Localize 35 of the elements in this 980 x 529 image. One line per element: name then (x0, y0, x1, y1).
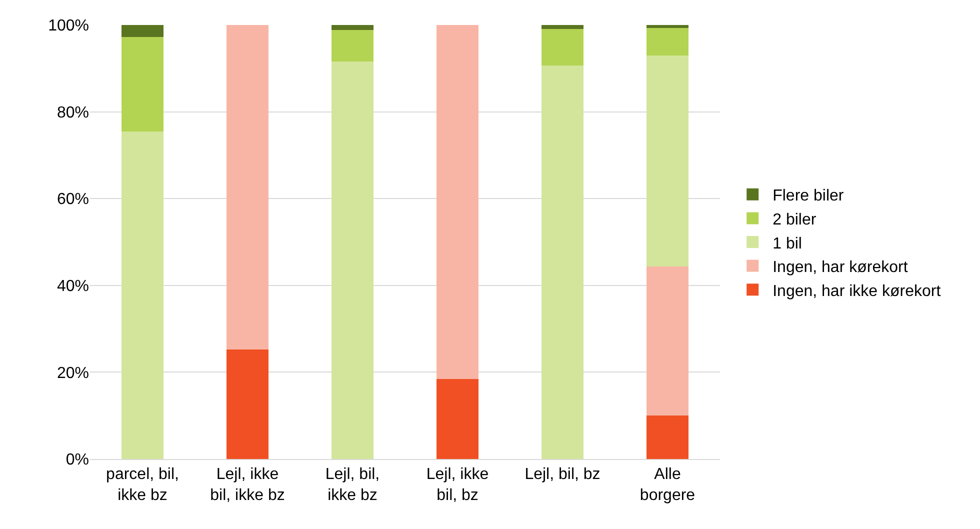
bar (542, 65, 584, 459)
bar (646, 266, 688, 416)
bar (542, 25, 584, 29)
x-tick-label: parcel, bil, ikke bz (106, 466, 179, 504)
legend-label: 2 biler (772, 211, 817, 228)
bar (122, 25, 164, 38)
bar (122, 131, 164, 459)
bar (436, 379, 478, 459)
bar (332, 61, 374, 459)
bar (332, 30, 374, 62)
x-tick-label: Lejl, bil, bz (524, 466, 600, 484)
legend-label: Ingen, har kørekort (772, 259, 908, 276)
x-tick-label: Lejl, ikke bil, bz (426, 466, 489, 504)
legend-label: Flere biler (772, 188, 844, 205)
y-tick-label: 60% (56, 191, 89, 208)
bar (646, 55, 688, 267)
y-tick-label: 0% (66, 452, 89, 469)
x-tick-label: Lejl, bil, ikke bz (325, 466, 380, 504)
legend-label: 1 bil (772, 235, 802, 252)
bar (436, 25, 478, 380)
y-tick-label: 20% (56, 364, 89, 382)
bar (226, 25, 268, 350)
legend-label: Ingen, har ikke kørekort (772, 282, 942, 300)
bar (646, 28, 688, 56)
bar (646, 416, 688, 459)
y-tick-label: 100% (48, 18, 89, 35)
bar (646, 25, 688, 28)
y-tick-label: 40% (56, 278, 89, 295)
x-tick-label: Lejl, ikke bil, ikke bz (210, 466, 285, 504)
bar (122, 37, 164, 132)
bar (332, 25, 374, 30)
bar (226, 350, 268, 459)
x-tick-label: Alle borgere (640, 466, 696, 504)
y-tick-label: 80% (56, 104, 89, 122)
bar (542, 28, 584, 66)
